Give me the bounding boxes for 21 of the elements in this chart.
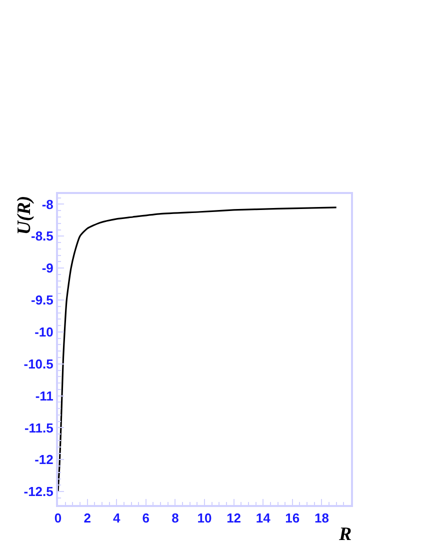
y-tick-label: -9.5 [30,292,54,308]
x-tick-label: 4 [112,510,121,526]
x-tick-label: 8 [172,510,179,526]
x-tick-label: 6 [142,510,150,526]
y-tick-label: -12.5 [24,484,54,500]
x-tick-label: 2 [84,510,91,526]
x-tick-label: 16 [285,510,300,526]
x-axis-title: R [338,524,352,545]
y-tick-label: -11.5 [24,420,54,436]
y-tick-label: -12 [34,452,54,468]
x-tick-label: 0 [54,510,62,526]
line-series [58,206,338,492]
x-tick-label: 18 [314,510,329,526]
x-tick-label: 10 [197,510,212,526]
y-tick-label: -11 [35,388,54,404]
x-tick-label: 14 [256,510,272,526]
y-tick-label: -8 [42,196,54,212]
x-tick-label: 12 [226,510,242,526]
y-tick-label: -10.5 [24,356,54,372]
y-tick-label: -9 [42,260,54,276]
y-tick-label: -10 [34,324,54,340]
